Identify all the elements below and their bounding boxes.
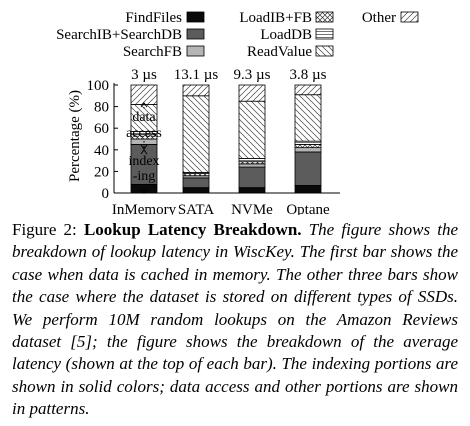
legend-swatch-searchib-searchdb bbox=[186, 28, 205, 40]
y-tick-label: 60 bbox=[94, 121, 109, 137]
x-tick-label: InMemory bbox=[112, 202, 177, 215]
legend-label-loadib-fb: LoadIB+FB bbox=[239, 10, 312, 26]
bar-segment-readvalue bbox=[238, 100, 266, 159]
caption-title: Lookup Latency Breakdown. bbox=[83, 220, 302, 239]
bar-segment-findfiles bbox=[130, 183, 158, 194]
y-tick-label: 0 bbox=[102, 186, 110, 202]
bar-segment-other bbox=[182, 84, 210, 97]
legend-swatch-loaddb bbox=[315, 28, 334, 40]
bar-segment-findfiles bbox=[182, 187, 210, 194]
legend-label-loaddb: LoadDB bbox=[260, 27, 312, 43]
bar-sata bbox=[182, 84, 210, 194]
legend-label-searchfb: SearchFB bbox=[123, 44, 182, 60]
axes: 0 20 40 60 80 100 bbox=[87, 78, 340, 202]
y-tick-label: 40 bbox=[94, 143, 109, 159]
bar-segment-searchfb bbox=[294, 147, 322, 153]
bar-top-label: 9.3 µs bbox=[234, 67, 271, 83]
y-tick-label: 20 bbox=[94, 164, 109, 180]
legend-swatch-searchfb bbox=[186, 45, 205, 57]
bar-segment-loaddb bbox=[238, 158, 266, 163]
x-tick-label: SATA bbox=[178, 202, 214, 215]
figure-caption: Figure 2: Lookup Latency Breakdown. The … bbox=[12, 219, 458, 421]
x-tick-label: Optane bbox=[286, 202, 330, 215]
y-axis-label: Percentage (%) bbox=[67, 90, 83, 182]
annotation-indexing-line1: index bbox=[128, 154, 159, 169]
bar-nvme bbox=[238, 84, 266, 194]
bar-segment-searchib-searchdb bbox=[238, 166, 266, 189]
x-tick-label: NVMe bbox=[231, 202, 273, 215]
bar-segment-other bbox=[238, 84, 266, 102]
bar-top-label: 3.8 µs bbox=[290, 67, 327, 83]
bar-annotations: data access index -ing bbox=[126, 102, 162, 194]
bar-segment-searchfb bbox=[238, 163, 266, 168]
annotation-data-access-line2: access bbox=[126, 126, 162, 141]
bar-segment-readvalue bbox=[130, 104, 158, 132]
caption-label: Figure 2: bbox=[12, 220, 77, 239]
bar-segment-searchib-searchdb bbox=[294, 151, 322, 186]
x-tick-labels: InMemory SATA NVMe Optane bbox=[112, 202, 330, 215]
legend: FindFiles SearchIB+SearchDB SearchFB Loa… bbox=[56, 10, 419, 60]
latency-breakdown-chart: FindFiles SearchIB+SearchDB SearchFB Loa… bbox=[56, 10, 419, 215]
bar-segment-other bbox=[130, 84, 158, 105]
bar-optane bbox=[294, 84, 322, 194]
bar-top-labels: 3 µs 13.1 µs 9.3 µs 3.8 µs bbox=[131, 67, 327, 83]
legend-swatch-loadib-fb bbox=[315, 11, 334, 23]
bar-segment-searchib-searchdb bbox=[182, 177, 210, 189]
y-tick-label: 80 bbox=[94, 100, 109, 116]
bar-segment-loaddb bbox=[294, 140, 322, 145]
legend-label-other: Other bbox=[362, 10, 396, 26]
y-tick-label: 100 bbox=[87, 78, 110, 94]
legend-label-findfiles: FindFiles bbox=[125, 10, 182, 26]
bar-top-label: 13.1 µs bbox=[174, 67, 219, 83]
annotation-indexing-line2: -ing bbox=[133, 169, 156, 184]
bar-segment-readvalue bbox=[294, 94, 322, 142]
legend-label-readvalue: ReadValue bbox=[247, 44, 312, 60]
legend-label-searchib-searchdb: SearchIB+SearchDB bbox=[56, 27, 182, 43]
caption-text: The figure shows the breakdown of lookup… bbox=[12, 220, 459, 419]
legend-swatch-readvalue bbox=[315, 45, 334, 57]
bar-segment-readvalue bbox=[182, 95, 210, 173]
bar-segment-findfiles bbox=[238, 187, 266, 194]
legend-swatch-other bbox=[400, 11, 419, 23]
annotation-data-access-line1: data bbox=[132, 110, 156, 125]
bar-segment-loadib-fb bbox=[294, 143, 322, 149]
bar-segment-searchib-searchdb bbox=[130, 143, 158, 185]
annotation-arrows bbox=[140, 102, 148, 194]
bar-segment-findfiles bbox=[294, 185, 322, 194]
bar-top-label: 3 µs bbox=[131, 67, 157, 83]
bar-segment-other bbox=[294, 84, 322, 96]
legend-swatch-findfiles bbox=[186, 11, 205, 23]
